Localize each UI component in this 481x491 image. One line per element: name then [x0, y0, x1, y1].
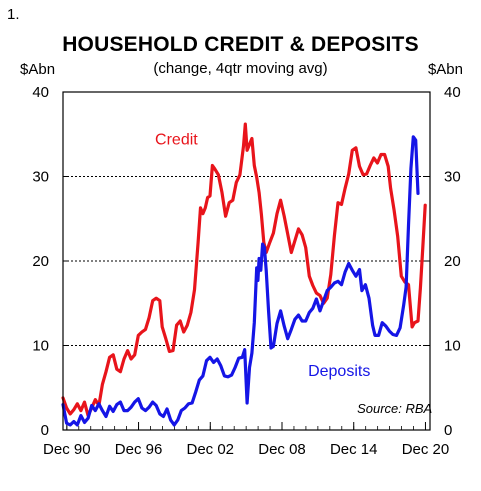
chart-subtitle: (change, 4qtr moving avg) — [153, 60, 328, 77]
y-tick-label-left: 0 — [41, 422, 49, 439]
y-tick-label-right: 10 — [444, 338, 461, 355]
figure-number: 1. — [7, 6, 20, 23]
x-tick-label: Dec 08 — [258, 441, 306, 458]
source-note: Source: RBA — [357, 401, 432, 416]
x-tick-label: Dec 20 — [402, 441, 450, 458]
y-tick-label-right: 0 — [444, 422, 452, 439]
x-tick-label: Dec 96 — [115, 441, 163, 458]
y-tick-label-right: 20 — [444, 253, 461, 270]
series-label-credit: Credit — [155, 131, 198, 148]
series-line-deposits — [61, 135, 420, 427]
y-tick-label-left: 40 — [32, 84, 49, 101]
plot-frame — [62, 91, 431, 431]
x-tick-label: Dec 02 — [187, 441, 235, 458]
x-tick-label: Dec 14 — [330, 441, 378, 458]
y-tick-label-right: 30 — [444, 169, 461, 186]
y-axis-unit-right: $Abn — [427, 61, 463, 78]
y-tick-label-left: 10 — [32, 338, 49, 355]
y-tick-label-right: 40 — [444, 84, 461, 101]
y-axis-unit-left: $Abn — [20, 61, 56, 78]
chart-title: HOUSEHOLD CREDIT & DEPOSITS — [62, 33, 419, 56]
series-label-deposits: Deposits — [308, 363, 370, 380]
y-tick-label-left: 20 — [32, 253, 49, 270]
y-tick-label-left: 30 — [32, 169, 49, 186]
series-line-credit — [61, 122, 427, 418]
x-tick-label: Dec 90 — [43, 441, 91, 458]
